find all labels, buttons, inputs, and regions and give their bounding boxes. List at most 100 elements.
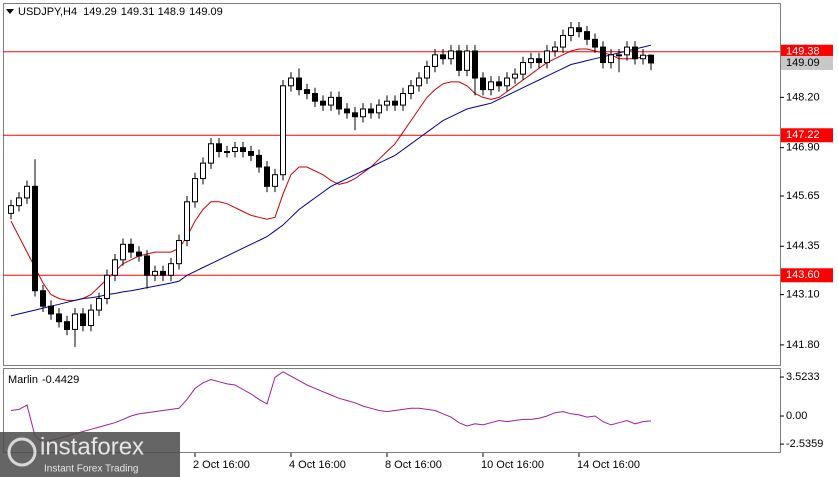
y-tick-label: 145.65 [786,190,820,202]
candle-body [424,65,430,79]
candle-body [648,54,654,64]
price-panel [3,3,781,366]
y-tick-label: 143.10 [786,289,820,301]
candle-body [24,185,30,199]
candle-body [104,274,110,299]
candle-body [392,100,398,106]
candle-body [448,50,454,60]
candle-body [376,104,382,114]
candle-body [256,154,262,168]
candle-body [328,96,334,106]
candle-body [512,73,518,79]
candle-body [528,58,534,64]
candle-body [592,38,598,48]
candle-body [456,50,462,71]
candle-body [536,58,542,64]
y-tick-label: -2.5359 [786,438,823,450]
candle-body [384,100,390,106]
candle-body [640,54,646,60]
candle-body [64,321,70,330]
candle-body [304,89,310,94]
candle-body [368,108,374,114]
watermark-brand: instaforex [40,433,144,460]
candle-body [616,54,622,57]
x-tick-label: 10 Oct 16:00 [481,459,544,471]
moving-average [10,44,652,317]
candle-body [224,151,230,154]
candle-body [168,263,174,276]
x-tick-label: 2 Oct 16:00 [193,459,250,471]
candle-body [320,100,326,106]
y-tick-label: 146.90 [786,142,820,154]
candle-body [432,54,438,67]
candle-body [552,46,558,52]
candle-body [344,108,350,114]
candle-body [280,85,286,176]
candle-body [544,50,550,64]
candle-body [136,251,142,257]
candle-body [400,93,406,106]
indicator-value: -0.4429 [42,374,79,386]
candle-body [208,143,214,164]
candle-body [408,85,414,94]
candle-body [632,46,638,60]
candle-body [96,297,102,311]
menu-triangle[interactable] [6,9,14,14]
indicator-line [10,371,652,444]
x-tick-label: 14 Oct 16:00 [577,459,640,471]
y-tick-label: 148.20 [786,91,820,103]
level-label: 147.22 [786,129,820,141]
candle-body [16,197,22,207]
x-tick-label: 8 Oct 16:00 [385,459,442,471]
indicator-header: Marlin -0.4429 [8,374,79,386]
candle-body [112,259,118,276]
y-tick-label: 3.5233 [786,371,820,383]
plot-layer: 148.20 146.90 145.65 144.35 143.10 141.80 149.… [3,21,833,471]
candle-body [88,309,94,327]
candle-body [80,313,86,327]
level-label: 143.60 [786,269,820,281]
candle-body [624,46,630,56]
candle-body [144,255,150,276]
watermark-icon [7,437,37,467]
candle-body [216,143,222,153]
candle-body [600,46,606,64]
candle-body [312,93,318,102]
candle-body [200,162,206,180]
candle-body [568,27,574,36]
candle-body [176,239,182,265]
candle-body [264,166,270,187]
candle-body [288,77,294,87]
chart-header: USDJPY,H4 149.29 149.31 148.9 149.09 [18,6,223,18]
candle-body [440,54,446,60]
candle-body [152,270,158,276]
level-label-box [781,128,833,143]
level-label-box [781,44,833,59]
candle-body [560,34,566,48]
candle-body [240,147,246,153]
candle-body [184,201,190,241]
candle-body [472,50,478,79]
candle-body [480,77,486,91]
candle-body [488,81,494,91]
candle-body [336,96,342,110]
candle-body [160,270,166,276]
watermark-tagline: Instant Forex Trading [44,464,139,475]
candle-body [360,108,366,118]
candle-body [56,313,62,323]
candle-body [120,243,126,261]
candle-body [584,31,590,40]
current-price-label: 149.09 [786,57,820,69]
candle-body [608,54,614,64]
indicator-name: Marlin [8,374,38,386]
watermark: instaforex Instant Forex Trading [0,432,180,477]
x-tick-label: 4 Oct 16:00 [289,459,346,471]
candle-body [72,313,78,330]
candle-body [232,147,238,153]
candle-body [272,174,278,187]
candle-body [520,62,526,75]
candle-body [496,81,502,87]
candle-body [192,178,198,203]
y-tick-label: 144.35 [786,240,820,252]
